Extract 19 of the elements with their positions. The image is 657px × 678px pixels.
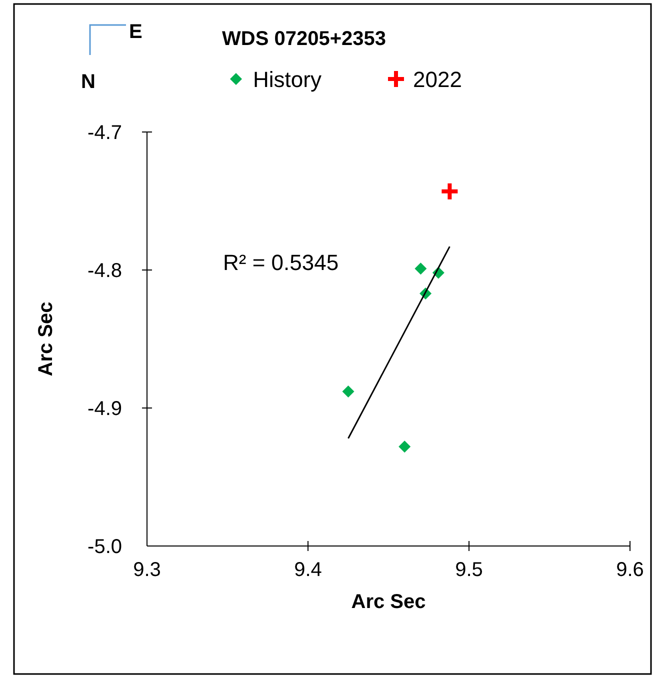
y-tick-label: -5.0 [88, 536, 122, 558]
y-axis-title: Arc Sec [35, 302, 57, 376]
text: E [129, 21, 142, 43]
annotation: R² = 0.5345 [223, 250, 339, 275]
y-tick-label: -4.9 [88, 398, 122, 420]
x-axis-title: Arc Sec [351, 591, 426, 613]
text: N [81, 71, 96, 93]
point [342, 385, 354, 398]
y-tick-label: -4.8 [88, 260, 122, 282]
x-tick-label: 9.3 [133, 559, 161, 581]
x-tick-label: 9.6 [616, 559, 644, 581]
point [398, 440, 411, 453]
y-tick-label: -4.7 [88, 122, 122, 144]
legend-label: History [253, 67, 322, 92]
chart-title: WDS 07205+2353 [222, 28, 386, 50]
x-tick-label: 9.4 [294, 559, 322, 581]
point [414, 262, 427, 275]
legend-label: 2022 [413, 67, 462, 92]
x-tick-label: 9.5 [455, 559, 483, 581]
